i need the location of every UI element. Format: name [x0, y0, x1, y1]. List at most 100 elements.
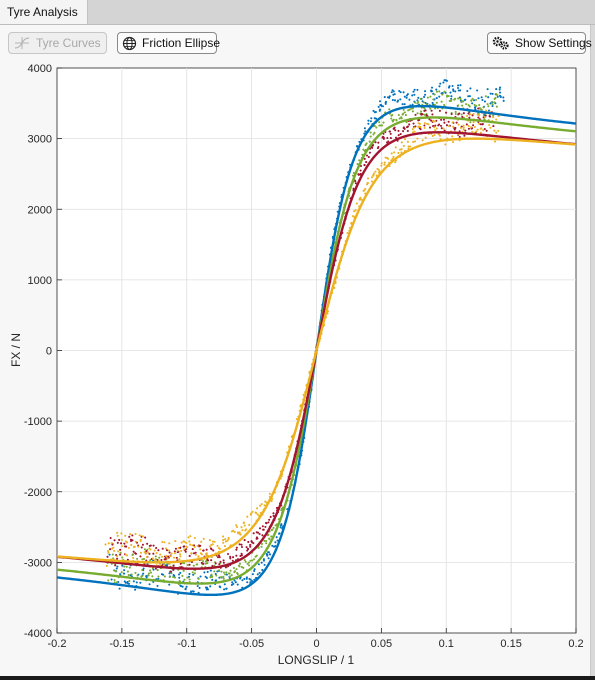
data-point	[228, 575, 231, 578]
data-point	[238, 531, 241, 534]
data-point	[387, 140, 390, 143]
data-point	[435, 88, 438, 91]
data-point	[243, 577, 246, 580]
data-point	[246, 581, 249, 584]
data-point	[224, 573, 227, 576]
data-point	[116, 531, 119, 534]
data-point	[222, 561, 225, 564]
data-point	[496, 95, 499, 98]
tab-tyre-analysis[interactable]: Tyre Analysis	[0, 0, 88, 24]
data-point	[115, 567, 118, 570]
friction-ellipse-button[interactable]: Friction Ellipse	[117, 32, 220, 54]
x-tick-label: 0.1	[439, 638, 454, 650]
data-point	[483, 100, 487, 103]
data-point	[258, 527, 262, 530]
data-point	[142, 567, 145, 570]
data-point	[430, 119, 433, 122]
data-point	[417, 96, 420, 99]
data-point	[261, 525, 264, 528]
data-point	[124, 534, 127, 537]
data-point	[416, 99, 419, 102]
data-point	[429, 95, 432, 98]
data-point	[110, 542, 113, 545]
show-settings-button[interactable]: Show Settings	[487, 32, 592, 54]
data-point	[453, 128, 456, 131]
tyre-curves-label: Tyre Curves	[36, 36, 101, 50]
data-point	[149, 559, 152, 562]
data-point	[406, 129, 409, 133]
data-point	[223, 588, 226, 591]
data-point	[374, 170, 377, 173]
data-point	[371, 146, 374, 149]
data-point	[363, 127, 366, 130]
data-point	[188, 540, 191, 543]
x-tick-label: -0.15	[109, 638, 134, 650]
data-point	[119, 573, 122, 576]
data-point	[245, 546, 248, 549]
data-point	[369, 120, 372, 123]
data-point	[193, 545, 196, 549]
data-point	[130, 543, 133, 547]
data-point	[170, 552, 173, 555]
data-point	[185, 541, 188, 545]
data-point	[211, 540, 214, 543]
data-point	[475, 104, 478, 107]
data-point	[115, 581, 119, 584]
data-point	[256, 507, 259, 510]
data-point	[457, 104, 460, 107]
data-point	[377, 141, 380, 144]
data-point	[435, 90, 439, 93]
data-point	[186, 563, 189, 567]
data-point	[264, 525, 267, 528]
data-point	[140, 546, 143, 549]
data-point	[363, 157, 366, 160]
data-point	[430, 86, 434, 89]
data-point	[424, 90, 427, 93]
data-point	[200, 553, 203, 556]
data-point	[423, 124, 426, 127]
data-point	[452, 89, 455, 92]
data-point	[245, 528, 248, 531]
data-point	[243, 524, 246, 527]
data-point	[235, 524, 238, 527]
data-point	[202, 562, 205, 565]
data-point	[156, 569, 159, 572]
data-point	[191, 544, 194, 547]
data-point	[210, 548, 213, 551]
data-point	[439, 124, 443, 127]
x-tick-label: 0.05	[371, 638, 392, 650]
data-point	[497, 115, 500, 118]
data-point	[139, 538, 142, 541]
data-point	[114, 570, 117, 573]
data-point	[224, 538, 227, 541]
data-point	[127, 582, 131, 585]
data-point	[216, 544, 219, 547]
data-point	[113, 539, 116, 542]
data-point	[246, 549, 249, 552]
tyre-curves-button[interactable]: Tyre Curves	[8, 32, 107, 54]
data-point	[157, 549, 160, 552]
data-point	[479, 131, 482, 134]
data-point	[252, 542, 255, 545]
data-point	[426, 96, 429, 99]
data-point	[182, 569, 185, 572]
data-point	[431, 101, 434, 104]
data-point	[123, 569, 126, 572]
data-point	[141, 568, 144, 572]
data-point	[139, 581, 142, 584]
data-point	[229, 555, 232, 558]
data-point	[413, 126, 416, 129]
data-point	[396, 100, 399, 103]
data-point	[432, 120, 435, 123]
data-point	[385, 156, 389, 159]
data-point	[378, 109, 381, 112]
data-point	[145, 550, 148, 553]
data-point	[400, 117, 403, 120]
data-point	[489, 102, 492, 105]
data-point	[274, 541, 277, 544]
data-point	[148, 552, 151, 555]
tick-labels: -0.2 -0.15 -0.1 -0.05 0 0.05 0.1 0.15 0.2 -4000 -3…	[24, 63, 584, 650]
data-point	[107, 542, 110, 545]
data-point	[240, 545, 244, 549]
